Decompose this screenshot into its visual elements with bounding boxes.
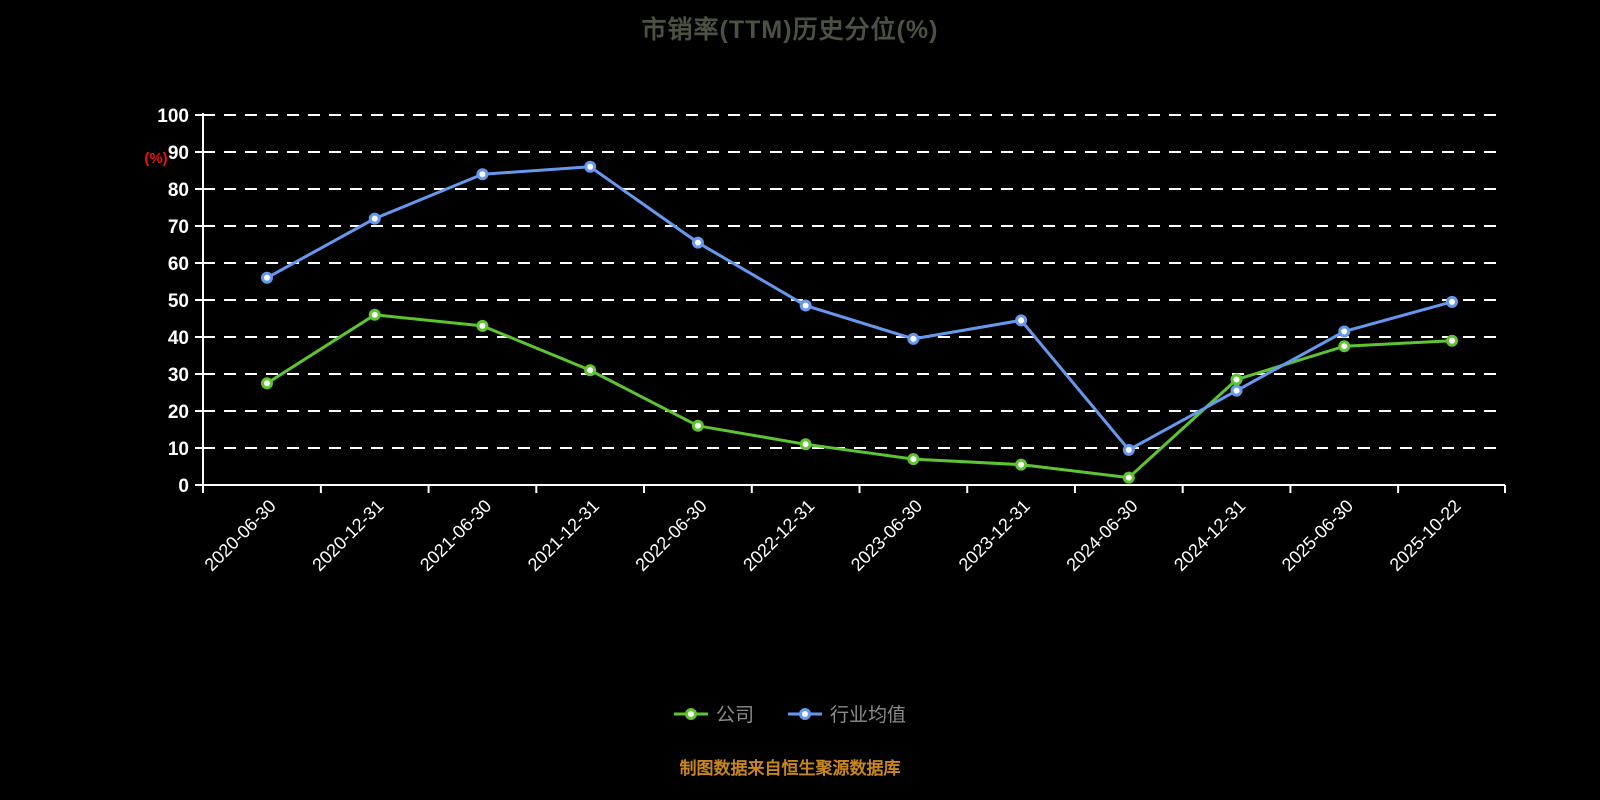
y-axis-tick-label: 60 [168,254,189,275]
data-source-note: 制图数据来自恒生聚源数据库 [679,759,901,778]
data-point-marker[interactable] [1015,458,1028,471]
x-axis-tick-label: 2025-10-22 [1386,496,1465,575]
data-point-marker[interactable] [1446,295,1458,308]
y-axis-tick-label: 0 [178,476,189,497]
y-axis-tick-label: 10 [168,439,189,460]
x-axis-tick-label: 2020-06-30 [201,496,280,575]
data-point-marker[interactable] [1122,443,1135,456]
legend-label-company: 公司 [715,705,754,726]
data-point-marker[interactable] [1230,373,1243,386]
data-point-marker[interactable] [1338,340,1351,353]
y-axis-tick-label: 80 [168,180,189,201]
x-axis-tick-label: 2024-12-31 [1170,496,1249,575]
x-axis-tick-label: 2021-06-30 [416,496,495,575]
x-axis-tick-label: 2021-12-31 [524,496,603,575]
y-axis-tick-label: 70 [168,217,189,238]
data-point-marker[interactable] [1122,471,1135,484]
y-axis-unit-label: (%) [144,150,167,167]
y-axis-tick-label: 100 [157,106,189,127]
series-line-公司 [265,313,1454,480]
data-point-marker[interactable] [907,332,920,345]
data-point-marker[interactable] [584,160,597,173]
data-point-marker[interactable] [476,168,489,181]
y-axis-tick-label: 30 [168,365,189,386]
y-axis-tick-label: 50 [168,291,189,312]
data-point-marker[interactable] [1338,325,1351,338]
legend-line-marker-icon [788,707,822,720]
data-point-marker[interactable] [907,453,920,466]
data-point-marker[interactable] [691,419,704,432]
y-axis-tick-label: 20 [168,402,189,423]
data-point-marker[interactable] [368,212,381,225]
y-axis-tick-label: 40 [168,328,189,349]
y-axis-tick-label: 90 [168,143,189,164]
x-axis-tick-label: 2022-12-31 [739,496,818,575]
data-point-marker[interactable] [476,319,489,332]
data-point-marker[interactable] [261,271,273,284]
series-line-行业均值 [265,165,1454,452]
x-axis-tick-label: 2025-06-30 [1278,496,1357,575]
x-axis-tick-label: 2020-12-31 [308,496,387,575]
data-point-marker[interactable] [691,236,704,249]
data-point-marker[interactable] [584,364,597,377]
legend-label-industry-average: 行业均值 [830,705,907,726]
data-point-marker[interactable] [1015,314,1028,327]
data-point-marker[interactable] [799,299,812,312]
legend-line-marker-icon [673,707,708,720]
chart-title: 市销率(TTM)历史分位(%) [641,16,939,44]
data-point-marker[interactable] [799,438,812,451]
x-axis-tick-label: 2024-06-30 [1062,496,1141,575]
data-point-marker[interactable] [1230,384,1243,397]
x-axis-tick-label: 2023-12-31 [955,496,1034,575]
chart-legend: 公司 行业均值 [0,700,1580,727]
x-axis-tick-label: 2023-06-30 [847,496,926,575]
x-axis-tick-label: 2022-06-30 [631,496,710,575]
data-point-marker[interactable] [1446,334,1458,347]
data-point-marker[interactable] [368,308,381,321]
legend-item-industry-average[interactable]: 行业均值 [788,700,906,727]
data-point-marker[interactable] [261,377,273,390]
legend-item-company[interactable]: 公司 [673,700,754,727]
